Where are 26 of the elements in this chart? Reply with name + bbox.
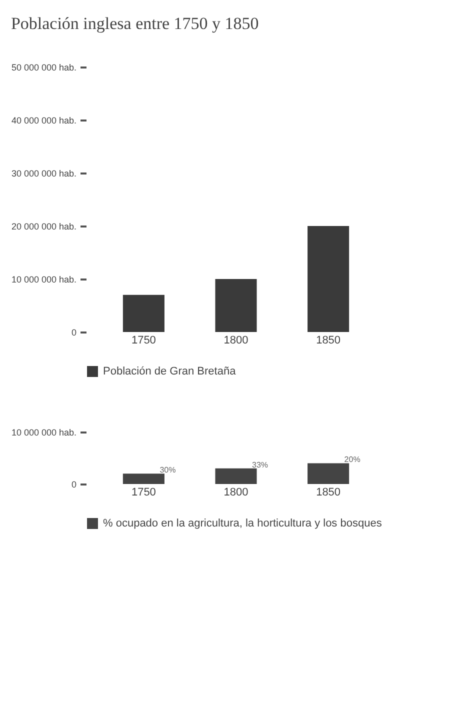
annotation: 20% [344,455,360,464]
x-tick-label: 1850 [316,334,341,346]
y-tick-label: 10 000 000 hab. [11,274,76,284]
bar [122,474,164,484]
bar [308,463,350,484]
bar [122,294,164,332]
y-tick-label: 0 [71,480,76,490]
y-tick-label: 20 000 000 hab. [11,222,76,232]
annotation: 33% [252,460,268,470]
x-tick-label: 1850 [316,486,341,498]
annotation: 30% [160,466,176,475]
x-tick-label: 1750 [131,334,156,346]
y-tick-label: 50 000 000 hab. [11,62,76,72]
y-tick-label: 40 000 000 hab. [11,116,76,126]
bar [308,226,350,332]
chart-title: Población inglesa entre 1750 y 1850 [10,14,259,33]
bar [215,468,257,484]
x-tick-label: 1800 [224,486,248,498]
x-tick-label: 1750 [131,486,156,498]
x-tick-label: 1800 [224,334,248,346]
y-tick-label: 0 [71,328,76,338]
y-tick-label: 10 000 000 hab. [11,428,76,438]
legend-label: Población de Gran Bretaña [103,366,237,378]
legend-label: % ocupado en la agricultura, la horticultura y los bosques [103,518,382,530]
y-tick-label: 30 000 000 hab. [11,168,76,178]
bar [215,279,257,332]
